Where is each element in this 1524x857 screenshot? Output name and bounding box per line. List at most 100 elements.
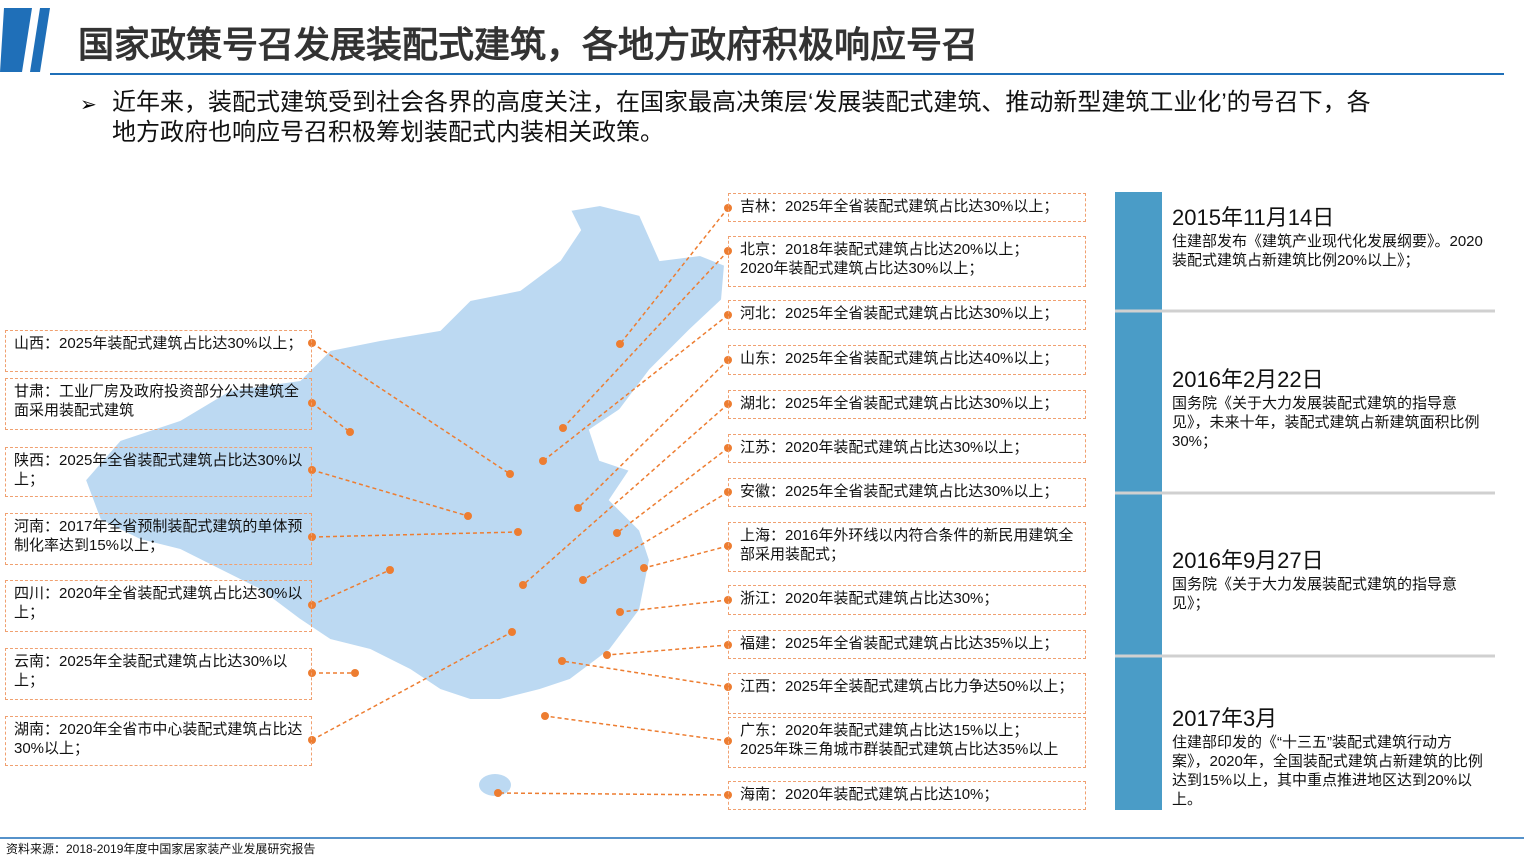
callout-line: 湖北：2025年全省装配式建筑占比达30%以上； <box>740 395 1059 412</box>
callout-line: 吉林：2025年全省装配式建筑占比达30%以上； <box>740 198 1059 215</box>
right-callout: 浙江：2020年装配式建筑占比达30%； <box>728 585 1086 615</box>
connector-dot <box>603 651 611 659</box>
connector-dot <box>464 512 472 520</box>
connector <box>311 631 513 741</box>
connector-dot <box>308 399 316 407</box>
connector <box>577 359 729 509</box>
callout-line: 山东：2025年全省装配式建筑占比达40%以上； <box>740 350 1059 367</box>
timeline-entry: 2016年2月22日 国务院《关于大力发展装配式建筑的指导意见》，未来十年，装配式… <box>1172 362 1487 451</box>
intro-line: 地方政府也响应号召积极筹划装配式内装相关政策。 <box>112 119 664 146</box>
connector <box>616 447 729 534</box>
callout-line: 2020年装配式建筑占比达30%以上； <box>740 260 984 277</box>
callout-line: 江苏：2020年装配式建筑占比达30%以上； <box>740 439 1029 456</box>
timeline-bar <box>1115 192 1162 810</box>
connector <box>619 207 729 345</box>
connector-dot <box>519 581 527 589</box>
right-callout: 河北：2025年全省装配式建筑占比达30%以上； <box>728 300 1086 330</box>
left-callout: 陕西：2025年全省装配式建筑占比达30%以上； <box>5 447 312 497</box>
connector <box>582 491 729 581</box>
connector-dot <box>558 657 566 665</box>
connector-dot <box>579 576 587 584</box>
right-callout: 湖北：2025年全省装配式建筑占比达30%以上； <box>728 390 1086 419</box>
timeline-date: 2017年3月 <box>1172 706 1278 731</box>
connector <box>311 569 391 606</box>
callout-line: 福建：2025年全省装配式建筑占比达35%以上； <box>740 635 1059 652</box>
connector <box>311 342 511 475</box>
callout-line: 山西：2025年装配式建筑占比达30%以上； <box>14 335 303 352</box>
right-callout: 广东：2020年装配式建筑占比达15%以上； 2025年珠三角城市群装配式建筑占比… <box>728 717 1086 768</box>
connector <box>643 545 729 569</box>
callout-line: 北京：2018年装配式建筑占比达20%以上； <box>740 241 1029 258</box>
source: 资料来源：2018-2019年度中国家居家装产业发展研究报告 <box>6 842 316 856</box>
callout-line: 上海：2016年外环线以内符合条件的新民用建筑全部采用装配式； <box>740 527 1074 563</box>
left-callout: 四川：2020年全省装配式建筑占比达30%以上； <box>5 580 312 632</box>
connector-dot <box>613 529 621 537</box>
callout-line: 陕西：2025年全省装配式建筑占比达30%以上； <box>14 452 303 488</box>
timeline-date: 2016年2月22日 <box>1172 367 1324 392</box>
callout-line: 江西：2025年全装配式建筑占比力争达50%以上； <box>740 678 1074 695</box>
right-callout: 山东：2025年全省装配式建筑占比达40%以上； <box>728 345 1086 375</box>
timeline-date: 2015年11月14日 <box>1172 205 1335 230</box>
china-map <box>83 203 727 701</box>
title-bar-mark <box>30 8 50 72</box>
timeline-text: 住建部发布《建筑产业现代化发展纲要》。2020装配式建筑占新建筑比例20%以上》… <box>1172 233 1483 269</box>
timeline-text: 国务院《关于大力发展装配式建筑的指导意见》； <box>1172 576 1458 612</box>
connector-dot <box>346 428 354 436</box>
callout-line: 浙江：2020年装配式建筑占比达30%； <box>740 590 999 607</box>
connector-dot <box>494 789 502 797</box>
callout-line: 云南：2025年全装配式建筑占比达30%以上； <box>14 653 288 689</box>
connector-dot <box>308 669 316 677</box>
left-callout: 云南：2025年全装配式建筑占比达30%以上； <box>5 648 312 700</box>
bullet-arrow: ➢ <box>80 94 97 116</box>
connector-dot <box>514 528 522 536</box>
intro-line: 近年来，装配式建筑受到社会各界的高度关注，在国家最高决策层‘发展装配式建筑、推动… <box>112 89 1371 116</box>
connector-dot <box>351 669 359 677</box>
connector-dot <box>308 466 316 474</box>
timeline-text: 住建部印发的《“十三五”装配式建筑行动方案》，2020年，全国装配式建筑占新建筑… <box>1172 734 1483 808</box>
connector-dot <box>508 628 516 636</box>
left-callout: 山西：2025年装配式建筑占比达30%以上； <box>5 330 312 372</box>
timeline-entry: 2017年3月住建部印发的《“十三五”装配式建筑行动方案》，2020年，全国装配… <box>1172 701 1487 809</box>
timeline-entry: 2016年9月27日 国务院《关于大力发展装配式建筑的指导意见》； <box>1172 543 1487 613</box>
left-callout: 湖南：2020年全省市中心装配式建筑占比达30%以上； <box>5 716 312 766</box>
connector-dot <box>640 564 648 572</box>
connector-dot <box>308 601 316 609</box>
connector <box>522 403 729 586</box>
connector-dot <box>616 340 624 348</box>
callout-line: 河北：2025年全省装配式建筑占比达30%以上； <box>740 305 1059 322</box>
connector-dot <box>541 712 549 720</box>
connector <box>311 469 469 517</box>
right-callout: 江西：2025年全装配式建筑占比力争达50%以上； <box>728 673 1086 714</box>
intro: 近年来，装配式建筑受到社会各界的高度关注，在国家最高决策层‘发展装配式建筑、推动… <box>112 88 1371 148</box>
connector-dot <box>559 424 567 432</box>
callout-line: 2025年珠三角城市群装配式建筑占比达35%以上 <box>740 741 1059 758</box>
left-callout: 甘肃：工业厂房及政府投资部分公共建筑全面采用装配式建筑 <box>5 378 312 430</box>
connector-dot <box>539 457 547 465</box>
title-bar-mark <box>0 8 32 72</box>
connector <box>562 250 729 429</box>
right-callout: 海南：2020年装配式建筑占比达10%； <box>728 781 1086 810</box>
callout-line: 河南：2017年全省预制装配式建筑的单体预制化率达到15%以上； <box>14 518 303 554</box>
connector-dot <box>308 339 316 347</box>
callout-line: 广东：2020年装配式建筑占比达15%以上； <box>740 722 1029 739</box>
connector <box>606 644 729 656</box>
callout-line: 湖南：2020年全省市中心装配式建筑占比达30%以上； <box>14 721 303 757</box>
left-callout: 河南：2017年全省预制装配式建筑的单体预制化率达到15%以上； <box>5 513 312 565</box>
connector-dot <box>616 608 624 616</box>
right-callout: 上海：2016年外环线以内符合条件的新民用建筑全部采用装配式； <box>728 522 1086 572</box>
connector <box>544 715 729 742</box>
callout-line: 甘肃：工业厂房及政府投资部分公共建筑全面采用装配式建筑 <box>14 383 300 419</box>
connector <box>497 792 729 796</box>
callout-line: 四川：2020年全省装配式建筑占比达30%以上； <box>14 585 303 621</box>
connector <box>542 314 729 462</box>
right-callout: 吉林：2025年全省装配式建筑占比达30%以上； <box>728 193 1086 222</box>
timeline-entry: 2015年11月14日住建部发布《建筑产业现代化发展纲要》。2020装配式建筑占… <box>1172 200 1487 270</box>
connector-dot <box>308 736 316 744</box>
hainan-island <box>479 774 511 796</box>
connector-dot <box>308 533 316 541</box>
title: 国家政策号召发展装配式建筑，各地方政府积极响应号召 <box>78 24 979 65</box>
right-callout: 北京：2018年装配式建筑占比达20%以上； 2020年装配式建筑占比达30%以上… <box>728 236 1086 287</box>
connector-dot <box>506 470 514 478</box>
